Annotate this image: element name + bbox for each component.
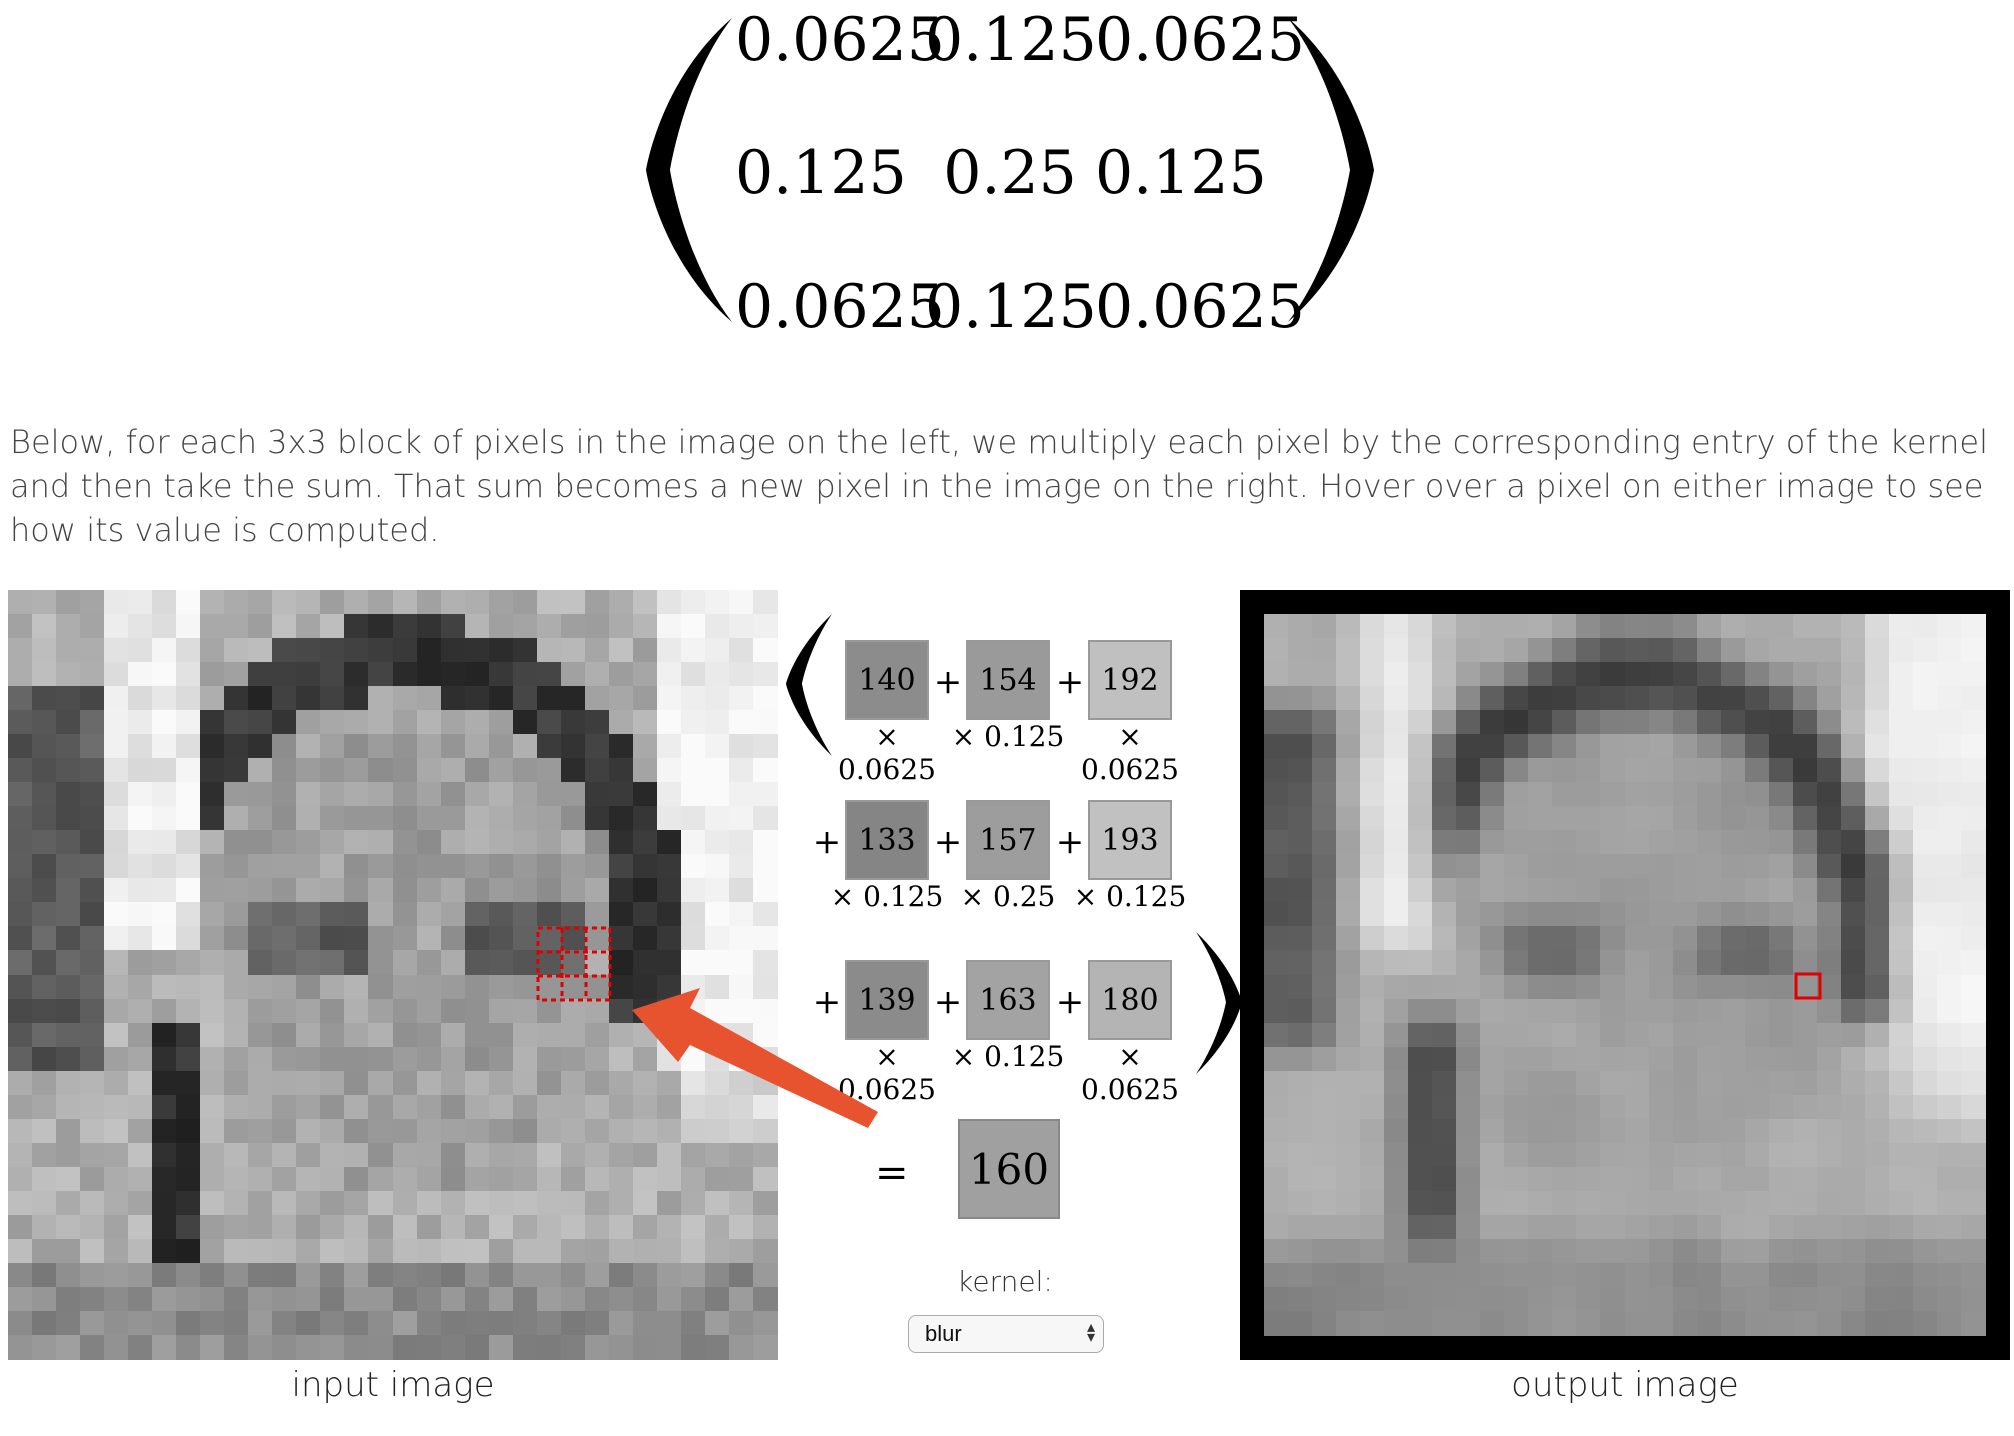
updown-chevron-icon: ▴ ▾	[1086, 1319, 1095, 1346]
kernel-cell: 0.125	[735, 138, 907, 208]
input-highlight-grid	[536, 926, 612, 1002]
kernel-multiplier: × 0.125	[830, 880, 944, 913]
kernel-cell: 0.0625	[735, 5, 945, 75]
kernel-multiplier: × 0.125	[951, 720, 1065, 753]
output-highlight-square	[1794, 972, 1822, 1000]
kernel-cell: 0.0625	[735, 272, 945, 342]
kernel-multiplier: × 0.125	[1073, 880, 1187, 913]
pixel-value-box: 163	[966, 960, 1050, 1040]
equals-sign: =	[875, 1150, 909, 1196]
input-image[interactable]	[8, 590, 778, 1360]
plus-sign: +	[1055, 822, 1085, 862]
kernel-cell: 0.0625	[1095, 272, 1305, 342]
kernel-multiplier: × 0.25	[960, 880, 1056, 913]
result-value-box: 160	[958, 1119, 1060, 1219]
kernel-select[interactable]: blur ▴ ▾	[908, 1315, 1104, 1353]
pixel-value-box: 193	[1088, 800, 1172, 880]
description-text: Below, for each 3x3 block of pixels in t…	[10, 423, 1988, 549]
plus-sign: +	[933, 982, 963, 1022]
plus-sign: +	[1055, 662, 1085, 702]
kernel-multiplier: × 0.0625	[838, 720, 936, 786]
pixel-value-box: 192	[1088, 640, 1172, 720]
open-paren-icon	[786, 614, 832, 756]
kernel-multiplier: × 0.0625	[1081, 1040, 1179, 1106]
output-image-canvas[interactable]	[1264, 614, 1986, 1336]
right-paren-icon	[1288, 18, 1374, 322]
plus-sign: +	[1055, 982, 1085, 1022]
pixel-value-box: 180	[1088, 960, 1172, 1040]
plus-sign: +	[933, 822, 963, 862]
pixel-value-box: 154	[966, 640, 1050, 720]
plus-sign: +	[933, 662, 963, 702]
pixel-value-box: 140	[845, 640, 929, 720]
kernel-cell: 0.125	[1095, 138, 1267, 208]
left-paren-icon	[646, 18, 732, 322]
pixel-value-box: 139	[845, 960, 929, 1040]
output-image-caption: output image	[1511, 1365, 1739, 1405]
kernel-multiplier: × 0.125	[951, 1040, 1065, 1073]
kernel-label: kernel:	[957, 1265, 1053, 1298]
kernel-matrix: 0.0625 0.125 0.0625 0.125 0.25 0.125 0.0…	[640, 0, 1380, 342]
pixel-value-box: 133	[845, 800, 929, 880]
close-paren-icon	[1196, 932, 1242, 1074]
input-image-caption: input image	[291, 1365, 495, 1405]
kernel-cell: 0.125	[925, 5, 1097, 75]
plus-sign: +	[812, 822, 842, 862]
kernel-cell: 0.125	[925, 272, 1097, 342]
input-image-canvas[interactable]	[8, 590, 778, 1360]
plus-sign: +	[812, 982, 842, 1022]
output-image[interactable]	[1240, 590, 2010, 1360]
kernel-cell: 0.25	[943, 138, 1077, 208]
kernel-multiplier: × 0.0625	[1081, 720, 1179, 786]
kernel-cell: 0.0625	[1095, 5, 1305, 75]
kernel-select-value: blur	[925, 1321, 962, 1346]
kernel-multiplier: × 0.0625	[838, 1040, 936, 1106]
pixel-value-box: 157	[966, 800, 1050, 880]
